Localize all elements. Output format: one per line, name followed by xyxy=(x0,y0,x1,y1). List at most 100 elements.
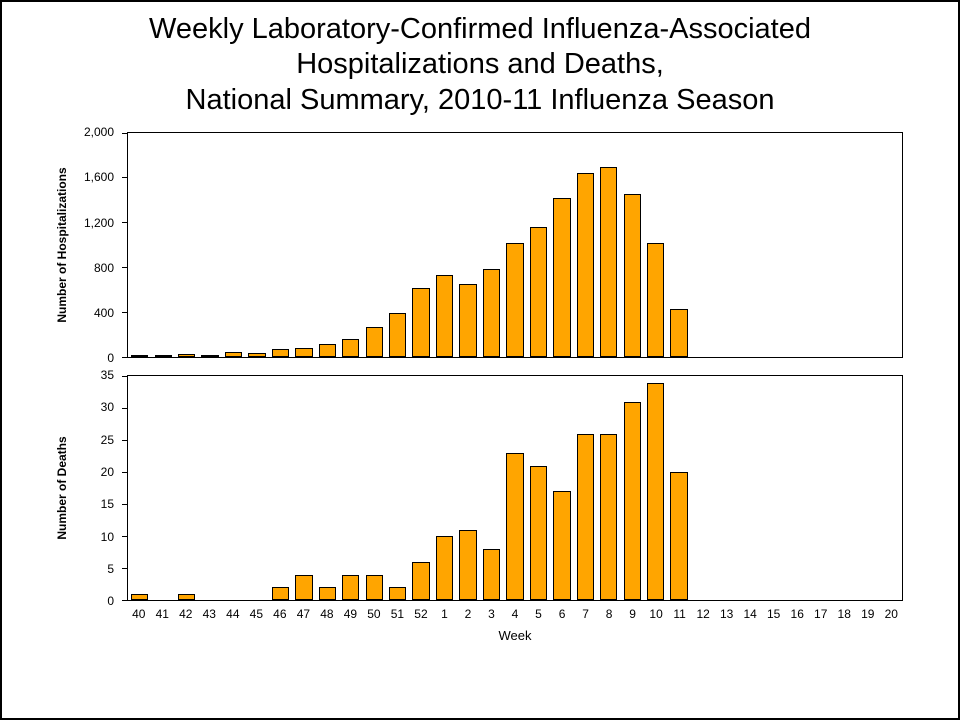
x-tick-label: 18 xyxy=(837,607,851,622)
bar-slot xyxy=(363,133,386,358)
y-tick-label: 15 xyxy=(100,497,114,512)
y-tick-mark xyxy=(122,439,128,441)
bar-slot xyxy=(222,133,245,358)
bar-slot xyxy=(433,376,456,601)
bar-slot xyxy=(245,133,268,358)
y-tick-label: 0 xyxy=(107,594,114,609)
bar xyxy=(295,348,313,358)
y-tick-mark xyxy=(122,311,128,313)
x-tick-label: 46 xyxy=(273,607,287,622)
y-tick-label: 0 xyxy=(107,351,114,366)
bar xyxy=(529,227,548,358)
bar-slot xyxy=(292,133,315,358)
y-tick-mark xyxy=(122,471,128,473)
x-tick-label: 4 xyxy=(511,607,519,622)
x-tick-label: 14 xyxy=(743,607,757,622)
x-tick-label: 11 xyxy=(673,607,686,622)
bar-slot xyxy=(644,376,667,601)
bar xyxy=(482,548,501,601)
bar-slot xyxy=(527,133,550,358)
bar-slot xyxy=(503,133,526,358)
deaths-chart: Number of Deaths 0 5 10 15 20 25 30 35 40 41 42 43 44… xyxy=(2,368,958,643)
bar-slot xyxy=(316,133,339,358)
y-tick-mark xyxy=(122,356,128,358)
y-tick-label: 1,200 xyxy=(83,215,114,230)
bar-slot xyxy=(198,376,221,600)
bar-slot xyxy=(222,376,245,600)
x-tick-label: 19 xyxy=(861,607,875,622)
y-tick-label: 25 xyxy=(100,432,114,447)
bar xyxy=(389,313,407,358)
x-tick-label: 13 xyxy=(719,607,734,622)
bar xyxy=(342,574,360,601)
x-tick-label: 50 xyxy=(367,607,381,622)
bar-slot xyxy=(855,133,878,357)
bar xyxy=(576,173,594,358)
x-tick-label: 45 xyxy=(249,607,264,622)
x-tick-label: 12 xyxy=(696,607,710,622)
bar xyxy=(482,268,501,358)
bar xyxy=(177,353,196,358)
bar-slot xyxy=(386,376,409,601)
y-tick-label: 800 xyxy=(93,260,114,275)
bar xyxy=(553,491,571,601)
y-tick-mark xyxy=(122,222,128,224)
bar-slot xyxy=(128,133,151,358)
y-tick-label: 2,000 xyxy=(83,125,114,140)
x-axis-title: Week xyxy=(498,628,532,644)
plot-area xyxy=(122,132,903,359)
x-tick-label: 1 xyxy=(441,607,448,622)
x-tick-label: 41 xyxy=(155,607,169,622)
y-tick-mark xyxy=(122,599,128,601)
bar-slot xyxy=(151,376,174,600)
y-tick-mark xyxy=(122,567,128,569)
bar-slot xyxy=(339,376,362,601)
x-tick-label: 16 xyxy=(790,607,804,622)
bar xyxy=(154,355,172,358)
bar-slot xyxy=(691,376,714,600)
y-axis: 0 400 800 1,200 1,600 2,000 xyxy=(2,125,122,365)
bar-slot xyxy=(292,376,315,601)
bar xyxy=(177,593,196,601)
bar xyxy=(318,587,337,601)
bar-slot xyxy=(456,133,479,358)
bar xyxy=(412,287,430,358)
bar xyxy=(271,348,290,358)
hospitalizations-chart: Number of Hospitalizations 0 400 800 1,200 1,… xyxy=(2,125,958,365)
bar-slot xyxy=(269,376,292,601)
x-tick-label: 9 xyxy=(629,607,636,622)
y-tick-label: 30 xyxy=(100,400,114,415)
x-tick-label: 51 xyxy=(390,607,405,622)
bar xyxy=(224,352,243,358)
y-axis: 0 5 10 15 20 25 30 35 xyxy=(2,368,122,608)
bar-slot xyxy=(574,133,597,358)
y-tick-mark xyxy=(122,177,128,179)
bar-slot xyxy=(198,133,221,358)
bar-slot xyxy=(480,376,503,601)
x-tick-label: 49 xyxy=(343,607,358,622)
plot-area xyxy=(122,375,903,602)
y-tick-label: 5 xyxy=(107,561,114,576)
y-tick-label: 400 xyxy=(93,305,114,320)
bar-slot xyxy=(527,376,550,601)
y-tick-label: 20 xyxy=(100,464,114,479)
bar-slot xyxy=(316,376,339,601)
bar-slot xyxy=(597,376,620,601)
bar-slot xyxy=(363,376,386,601)
chart-title-line2: Hospitalizations and Deaths, xyxy=(296,48,664,81)
bar xyxy=(600,433,618,601)
bar xyxy=(412,561,430,601)
bar-slot xyxy=(714,133,737,357)
x-tick-label: 40 xyxy=(132,607,146,622)
bar xyxy=(623,193,641,358)
y-tick-mark xyxy=(122,267,128,269)
x-axis-labels: 40 41 42 43 44 45 46 47 48 49 50 51 52 1 2 3 4 5 6 7 8 9 10 11 1… xyxy=(127,607,903,621)
bar-slot xyxy=(667,376,690,601)
bar-slot xyxy=(503,376,526,601)
x-tick-label: 47 xyxy=(296,607,311,622)
bar-slot xyxy=(128,376,151,601)
bar xyxy=(131,355,149,358)
bar xyxy=(529,465,548,601)
bar xyxy=(600,166,618,358)
bar xyxy=(553,198,571,358)
